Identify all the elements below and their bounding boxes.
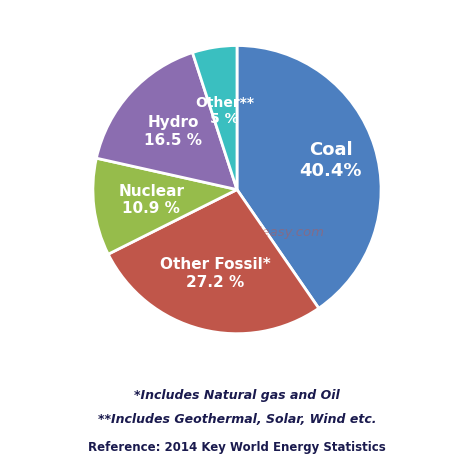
Text: **Includes Geothermal, Solar, Wind etc.: **Includes Geothermal, Solar, Wind etc. bbox=[98, 413, 376, 426]
Text: *Includes Natural gas and Oil: *Includes Natural gas and Oil bbox=[134, 389, 340, 402]
Text: Other**
5 %: Other** 5 % bbox=[195, 96, 254, 127]
Wedge shape bbox=[237, 46, 381, 308]
Text: Other Fossil*
27.2 %: Other Fossil* 27.2 % bbox=[160, 257, 271, 290]
Wedge shape bbox=[93, 158, 237, 254]
Wedge shape bbox=[108, 190, 319, 334]
Text: Reference: 2014 Key World Energy Statistics: Reference: 2014 Key World Energy Statist… bbox=[88, 441, 386, 455]
Text: Hydro
16.5 %: Hydro 16.5 % bbox=[144, 115, 202, 147]
Text: electricaleasy.com: electricaleasy.com bbox=[201, 226, 324, 239]
Text: Coal
40.4%: Coal 40.4% bbox=[299, 141, 362, 180]
Text: Nuclear
10.9 %: Nuclear 10.9 % bbox=[118, 184, 184, 216]
Wedge shape bbox=[192, 46, 237, 190]
Wedge shape bbox=[96, 53, 237, 190]
